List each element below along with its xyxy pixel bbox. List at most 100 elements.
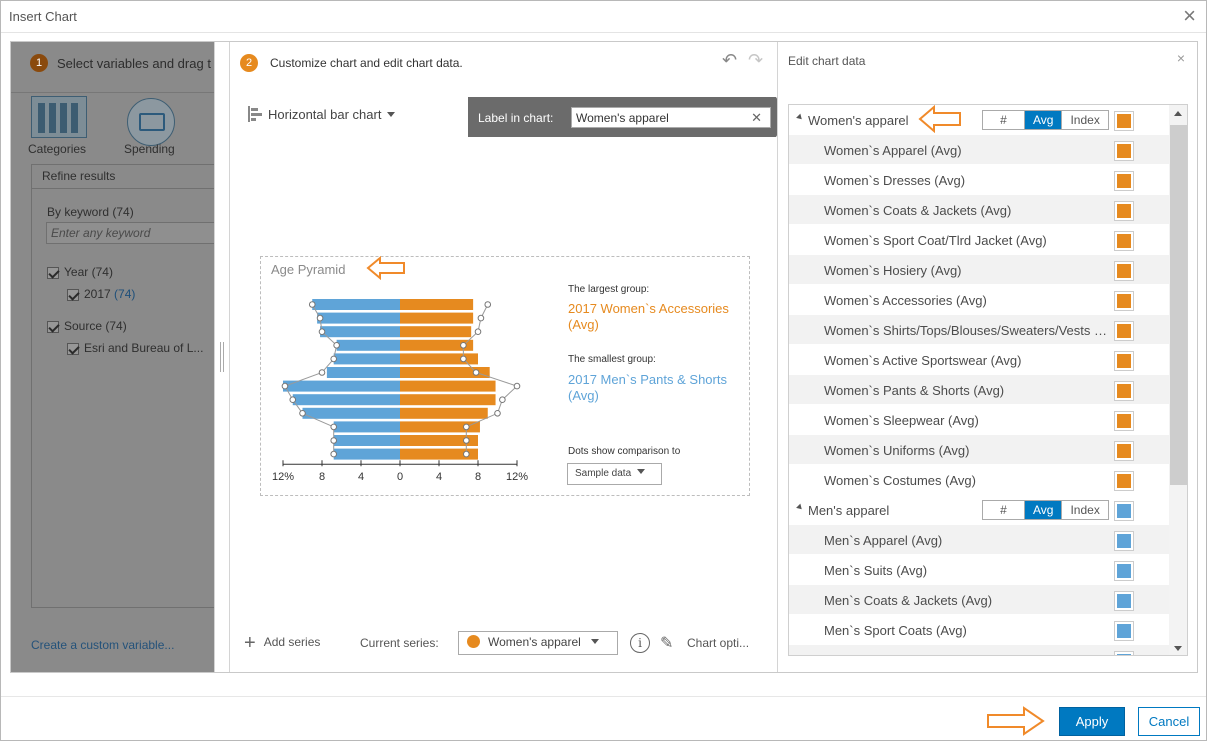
content-frame bbox=[10, 41, 1198, 673]
group-header[interactable]: Women's apparel # Avg Index bbox=[789, 105, 1187, 135]
series-color-swatch[interactable] bbox=[1114, 321, 1134, 341]
variable-label: Women`s Costumes (Avg) bbox=[824, 473, 976, 488]
comparison-dot bbox=[299, 410, 306, 417]
toggle-avg[interactable]: Avg bbox=[1025, 111, 1063, 129]
list-item[interactable]: Women`s Costumes (Avg) bbox=[789, 465, 1187, 495]
bar-womens bbox=[400, 339, 474, 351]
collapse-icon[interactable] bbox=[796, 503, 804, 512]
chart-preview[interactable]: Age Pyramid 12% 8 4 0 4 8 12% The largest grou… bbox=[260, 256, 750, 496]
step-2-text: Customize chart and edit chart data. bbox=[270, 56, 463, 70]
comparison-dot bbox=[333, 342, 340, 349]
apply-button[interactable]: Apply bbox=[1059, 707, 1125, 736]
bar-womens bbox=[400, 312, 474, 324]
bar-mens bbox=[283, 380, 400, 392]
list-item[interactable]: Women`s Dresses (Avg) bbox=[789, 165, 1187, 195]
list-item[interactable]: Women`s Uniforms (Avg) bbox=[789, 435, 1187, 465]
group-header[interactable]: Men's apparel # Avg Index bbox=[789, 495, 1187, 525]
chart-title[interactable]: Age Pyramid bbox=[271, 262, 346, 277]
add-series-button[interactable]: + Add series bbox=[244, 632, 321, 654]
panel-splitter[interactable] bbox=[214, 42, 230, 672]
sample-data-dropdown[interactable]: Sample data bbox=[567, 463, 662, 485]
collapse-icon[interactable] bbox=[796, 113, 804, 122]
series-color-swatch[interactable] bbox=[1114, 291, 1134, 311]
list-item[interactable]: Men`s Vests (Avg) bbox=[789, 645, 1187, 655]
chart-type-dropdown[interactable]: Horizontal bar chart bbox=[248, 106, 396, 122]
list-item[interactable]: Women`s Active Sportswear (Avg) bbox=[789, 345, 1187, 375]
series-color-swatch[interactable] bbox=[1114, 651, 1134, 655]
toggle-index[interactable]: Index bbox=[1070, 503, 1100, 517]
list-item[interactable]: Women`s Accessories (Avg) bbox=[789, 285, 1187, 315]
series-color-swatch[interactable] bbox=[1114, 621, 1134, 641]
comparison-dot bbox=[460, 342, 467, 349]
variable-label: Women`s Apparel (Avg) bbox=[824, 143, 962, 158]
series-color-swatch[interactable] bbox=[1114, 351, 1134, 371]
list-item[interactable]: Men`s Sport Coats (Avg) bbox=[789, 615, 1187, 645]
current-series-dropdown[interactable]: Women's apparel bbox=[458, 631, 618, 655]
x-tick-label: 12% bbox=[506, 471, 528, 483]
series-color-swatch[interactable] bbox=[1114, 261, 1134, 281]
variable-label: Women`s Accessories (Avg) bbox=[824, 293, 987, 308]
series-color-swatch[interactable] bbox=[1114, 471, 1134, 491]
keyword-filter[interactable]: By keyword (74) bbox=[47, 205, 134, 219]
series-color-swatch[interactable] bbox=[1114, 441, 1134, 461]
label-in-chart-input[interactable]: Women's apparel ✕ bbox=[571, 107, 771, 128]
chevron-down-icon bbox=[387, 112, 396, 117]
series-color-swatch[interactable] bbox=[1114, 531, 1134, 551]
list-scrollbar[interactable] bbox=[1169, 105, 1187, 655]
dots-comparison-label: Dots show comparison to bbox=[568, 446, 681, 457]
group-label: Men's apparel bbox=[808, 503, 890, 518]
value-type-toggle[interactable]: # Avg Index bbox=[982, 110, 1109, 130]
toggle-count[interactable]: # bbox=[983, 111, 1025, 129]
series-color-swatch[interactable] bbox=[1114, 561, 1134, 581]
list-item[interactable]: Women`s Apparel (Avg) bbox=[789, 135, 1187, 165]
list-item[interactable]: Men`s Coats & Jackets (Avg) bbox=[789, 585, 1187, 615]
bar-womens bbox=[400, 394, 496, 406]
list-item[interactable]: Women`s Shirts/Tops/Blouses/Sweaters/Ves… bbox=[789, 315, 1187, 345]
info-icon[interactable]: i bbox=[630, 633, 650, 653]
source-filter[interactable]: Source (74) bbox=[47, 319, 127, 333]
list-item[interactable]: Women`s Hosiery (Avg) bbox=[789, 255, 1187, 285]
list-item[interactable]: Men`s Apparel (Avg) bbox=[789, 525, 1187, 555]
create-custom-variable-link[interactable]: Create a custom variable... bbox=[31, 638, 175, 652]
list-item[interactable]: Women`s Coats & Jackets (Avg) bbox=[789, 195, 1187, 225]
checkbox-icon bbox=[67, 288, 79, 301]
smallest-group-label: The smallest group: bbox=[568, 354, 656, 365]
toggle-avg[interactable]: Avg bbox=[1025, 501, 1063, 519]
scroll-up-icon bbox=[1174, 111, 1182, 116]
series-color-swatch[interactable] bbox=[1114, 381, 1134, 401]
close-icon[interactable]: × bbox=[1183, 3, 1196, 28]
close-icon[interactable]: × bbox=[1176, 50, 1185, 66]
toggle-count[interactable]: # bbox=[983, 501, 1025, 519]
cancel-button[interactable]: Cancel bbox=[1138, 707, 1200, 736]
chevron-down-icon bbox=[637, 469, 646, 474]
list-item[interactable]: Men`s Suits (Avg) bbox=[789, 555, 1187, 585]
bar-womens bbox=[400, 326, 472, 338]
year-filter[interactable]: Year (74) bbox=[47, 265, 113, 279]
categories-icon[interactable] bbox=[31, 96, 87, 138]
bar-womens bbox=[400, 380, 496, 392]
clear-icon[interactable]: ✕ bbox=[751, 110, 762, 125]
undo-icon[interactable]: ↶ bbox=[722, 50, 738, 70]
series-color-swatch[interactable] bbox=[1114, 111, 1134, 131]
series-color-swatch[interactable] bbox=[1114, 171, 1134, 191]
series-color-swatch[interactable] bbox=[1114, 411, 1134, 431]
source-esri-filter[interactable]: Esri and Bureau of L... bbox=[67, 341, 203, 355]
series-color-swatch[interactable] bbox=[1114, 201, 1134, 221]
series-color-swatch[interactable] bbox=[1114, 141, 1134, 161]
value-type-toggle[interactable]: # Avg Index bbox=[982, 500, 1109, 520]
list-item[interactable]: Women`s Sport Coat/Tlrd Jacket (Avg) bbox=[789, 225, 1187, 255]
series-color-swatch[interactable] bbox=[1114, 231, 1134, 251]
comparison-dot bbox=[474, 328, 482, 335]
chart-options-button[interactable]: Chart opti... bbox=[687, 636, 750, 650]
x-tick-label: 8 bbox=[475, 471, 481, 483]
spending-icon[interactable] bbox=[127, 98, 175, 146]
series-color-swatch[interactable] bbox=[1114, 591, 1134, 611]
redo-icon[interactable]: ↷ bbox=[748, 50, 764, 70]
list-item[interactable]: Women`s Sleepwear (Avg) bbox=[789, 405, 1187, 435]
series-color-swatch[interactable] bbox=[1114, 501, 1134, 521]
keyword-input[interactable]: Enter any keyword bbox=[46, 222, 214, 244]
pencil-icon[interactable]: ✎ bbox=[660, 635, 674, 652]
list-item[interactable]: Women`s Pants & Shorts (Avg) bbox=[789, 375, 1187, 405]
year-2017-filter[interactable]: 2017 (74) bbox=[67, 287, 135, 301]
toggle-index[interactable]: Index bbox=[1070, 113, 1100, 127]
